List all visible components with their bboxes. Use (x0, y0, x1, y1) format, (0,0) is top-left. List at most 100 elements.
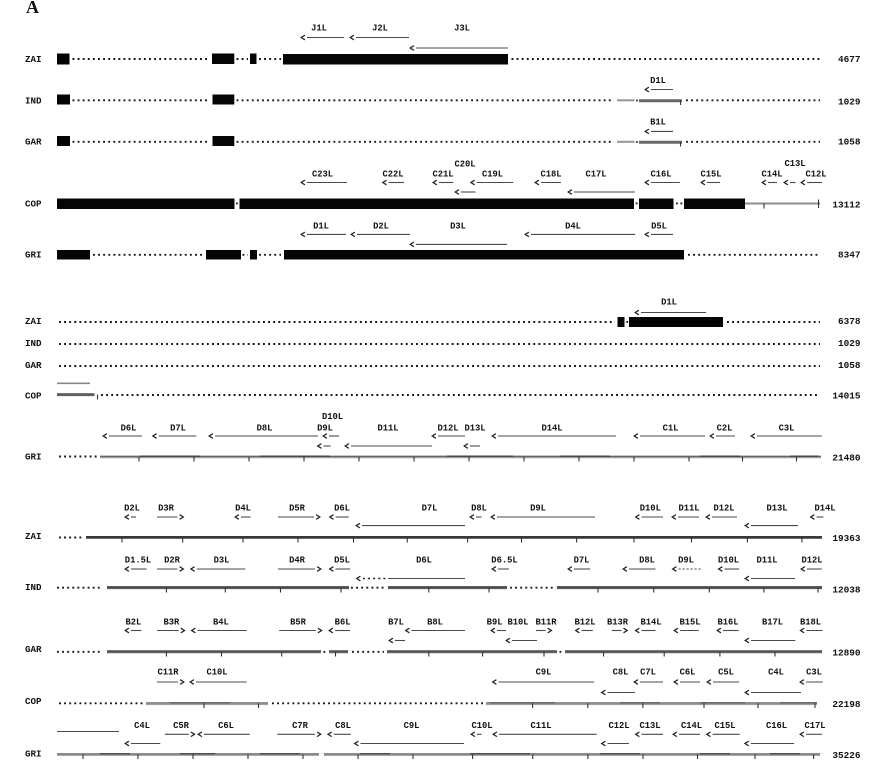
svg-text:D1L: D1L (650, 76, 666, 86)
svg-text:B11R: B11R (535, 618, 557, 628)
svg-text:C16L: C16L (650, 170, 671, 180)
svg-text:B5R: B5R (290, 618, 307, 628)
svg-text:D6L: D6L (416, 556, 432, 566)
svg-text:ZAI: ZAI (25, 316, 42, 327)
svg-text:C13L: C13L (784, 159, 805, 169)
svg-text:13112: 13112 (832, 200, 861, 211)
svg-text:B6L: B6L (335, 618, 351, 628)
svg-text:C12L: C12L (805, 170, 826, 180)
svg-text:B13R: B13R (607, 618, 629, 628)
svg-text:COP: COP (25, 696, 42, 707)
svg-text:C5R: C5R (173, 721, 190, 731)
svg-text:C1L: C1L (663, 424, 679, 434)
svg-text:D11L: D11L (377, 424, 398, 434)
svg-text:D2R: D2R (164, 556, 181, 566)
svg-text:1029: 1029 (838, 338, 861, 349)
svg-text:B7L: B7L (388, 618, 404, 628)
svg-text:B15L: B15L (679, 618, 700, 628)
svg-text:IND: IND (25, 96, 42, 107)
svg-text:D12L: D12L (713, 504, 734, 514)
svg-text:D2L: D2L (124, 504, 140, 514)
svg-text:C8L: C8L (613, 668, 629, 678)
svg-text:D2L: D2L (373, 222, 389, 232)
svg-text:6378: 6378 (838, 316, 861, 327)
svg-text:D8L: D8L (257, 424, 273, 434)
svg-text:B4L: B4L (213, 618, 229, 628)
svg-text:D7L: D7L (574, 556, 590, 566)
svg-text:C15L: C15L (714, 721, 735, 731)
svg-text:GRI: GRI (25, 250, 42, 261)
svg-text:C6L: C6L (218, 721, 234, 731)
svg-text:B17L: B17L (762, 618, 783, 628)
svg-text:COP: COP (25, 391, 42, 402)
svg-text:D6.5L: D6.5L (491, 556, 517, 566)
svg-text:C18L: C18L (540, 170, 561, 180)
svg-text:J1L: J1L (311, 24, 327, 34)
svg-text:ZAI: ZAI (25, 54, 42, 65)
svg-text:B16L: B16L (717, 618, 738, 628)
svg-text:D8L: D8L (639, 556, 655, 566)
svg-text:D5L: D5L (334, 556, 350, 566)
svg-text:B3R: B3R (163, 618, 180, 628)
svg-text:C9L: C9L (404, 721, 420, 731)
svg-text:C3L: C3L (806, 668, 822, 678)
svg-text:C2L: C2L (717, 424, 733, 434)
svg-text:C11R: C11R (157, 668, 179, 678)
svg-text:D9L: D9L (678, 556, 694, 566)
svg-text:D1L: D1L (313, 222, 329, 232)
svg-text:D6L: D6L (121, 424, 137, 434)
svg-text:D13L: D13L (464, 424, 485, 434)
svg-text:D3L: D3L (214, 556, 230, 566)
svg-text:B10L: B10L (507, 618, 528, 628)
svg-text:GAR: GAR (25, 360, 42, 371)
svg-text:D4L: D4L (565, 222, 581, 232)
svg-text:GAR: GAR (25, 644, 42, 655)
svg-text:C5L: C5L (718, 668, 734, 678)
svg-text:C16L: C16L (766, 721, 787, 731)
svg-text:4677: 4677 (838, 54, 861, 65)
svg-text:22198: 22198 (832, 699, 861, 710)
svg-text:D3L: D3L (450, 222, 466, 232)
svg-text:C22L: C22L (382, 170, 403, 180)
svg-text:C4L: C4L (768, 668, 784, 678)
svg-text:C8L: C8L (335, 721, 351, 731)
svg-text:12038: 12038 (832, 585, 861, 596)
svg-text:D9L: D9L (530, 504, 546, 514)
svg-text:D10L: D10L (640, 504, 661, 514)
svg-text:C6L: C6L (680, 668, 696, 678)
svg-text:D14L: D14L (814, 504, 835, 514)
svg-text:B18L: B18L (800, 618, 821, 628)
svg-text:14015: 14015 (832, 391, 861, 402)
svg-text:C14L: C14L (681, 721, 702, 731)
svg-text:D7L: D7L (170, 424, 186, 434)
svg-text:B14L: B14L (640, 618, 661, 628)
svg-text:C15L: C15L (700, 170, 721, 180)
svg-text:C4L: C4L (134, 721, 150, 731)
svg-text:GRI: GRI (25, 749, 42, 760)
svg-text:COP: COP (25, 199, 42, 210)
svg-text:D7L: D7L (422, 504, 438, 514)
svg-text:C23L: C23L (312, 170, 333, 180)
svg-text:C19L: C19L (482, 170, 503, 180)
svg-text:B8L: B8L (427, 618, 443, 628)
svg-text:D4L: D4L (235, 504, 251, 514)
svg-text:ZAI: ZAI (25, 531, 42, 542)
svg-text:D11L: D11L (756, 556, 777, 566)
svg-text:D5L: D5L (651, 222, 667, 232)
svg-text:D10L: D10L (718, 556, 739, 566)
svg-text:B12L: B12L (574, 618, 595, 628)
svg-text:A: A (26, 0, 39, 17)
svg-text:8347: 8347 (838, 250, 861, 261)
svg-text:D14L: D14L (541, 424, 562, 434)
svg-text:C10L: C10L (471, 721, 492, 731)
svg-text:1058: 1058 (838, 360, 861, 371)
svg-text:D12L: D12L (801, 556, 822, 566)
svg-text:D1L: D1L (661, 298, 677, 308)
svg-text:C3L: C3L (779, 424, 795, 434)
svg-text:B9L: B9L (487, 618, 503, 628)
svg-text:D11L: D11L (678, 504, 699, 514)
svg-text:12890: 12890 (832, 648, 861, 659)
svg-text:D9L: D9L (317, 424, 333, 434)
svg-text:D13L: D13L (766, 504, 787, 514)
svg-text:D6L: D6L (334, 504, 350, 514)
